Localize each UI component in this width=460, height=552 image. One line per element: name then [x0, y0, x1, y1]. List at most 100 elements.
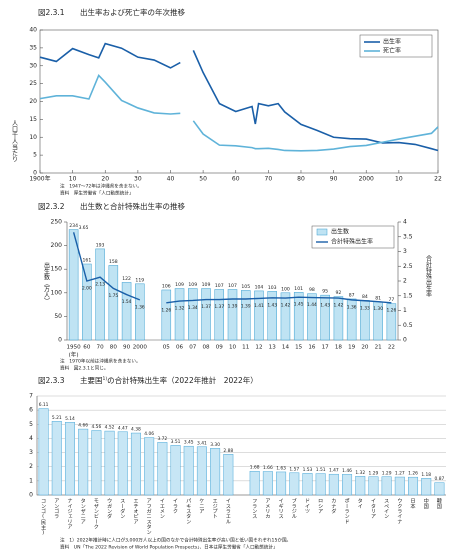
bar — [302, 473, 313, 496]
bar — [368, 476, 379, 496]
x-tick-label: 2000 — [133, 345, 148, 351]
x-tick-label: 17 — [322, 345, 330, 351]
x-tick-label: 09 — [216, 345, 224, 351]
rate-line — [72, 232, 392, 304]
bar — [196, 446, 207, 496]
bar-value-label: 81 — [375, 295, 381, 301]
x-tick-label: 08 — [202, 345, 210, 351]
figure-number: 図2.3.1 — [38, 8, 65, 17]
note: 資料 図2.3.1と同じ。 — [60, 365, 108, 372]
bar-value-label: 92 — [335, 290, 341, 296]
legend-swatch — [316, 228, 328, 236]
y-axis-label: 人口千人当たり — [11, 120, 18, 162]
y-tick-label: 1 — [29, 477, 33, 484]
y2-tick-label: 2 — [403, 278, 407, 285]
rate-value-label: 1.26 — [386, 307, 396, 313]
bar-value-label: 109 — [175, 282, 184, 288]
bar-value-label: 3.72 — [157, 436, 167, 442]
bar — [320, 294, 330, 341]
bar-value-label: 122 — [122, 276, 131, 282]
x-tick-label: カナダ — [330, 498, 336, 515]
bar — [210, 448, 221, 496]
y-tick-label: 3 — [29, 449, 33, 456]
x-tick-label: 1900年 — [29, 175, 50, 183]
x-tick-label: 22 — [388, 345, 395, 351]
x-tick-label: イスラエル — [225, 498, 231, 524]
x-tick-label: パキスタン — [185, 498, 191, 524]
note: 注 1970年以前は沖縄県を含まない。 — [60, 358, 141, 365]
rate-value-label: 1.39 — [228, 303, 238, 309]
x-tick-label: スーダン — [119, 498, 125, 519]
bar-value-label: 1.32 — [355, 470, 365, 476]
x-tick-label: 1950 — [66, 345, 81, 351]
bar — [82, 263, 92, 341]
x-tick-label: ウクライナ — [396, 498, 402, 525]
y2-tick-label: 1.5 — [403, 292, 413, 299]
y-tick-label: 2 — [29, 463, 33, 470]
x-tick-label: 19 — [348, 345, 356, 351]
legend-label: 出生率 — [383, 38, 401, 46]
rate-value-label: 1.41 — [254, 303, 264, 309]
y-tick-label: 35 — [29, 44, 37, 51]
bar-value-label: 1.29 — [382, 470, 392, 476]
x-tick-label: 10 — [395, 176, 403, 183]
bar — [381, 476, 392, 496]
title-part: の合計特殊出生率（2022年推計 2022年） — [107, 375, 258, 385]
bar-value-label: 2.88 — [223, 448, 233, 454]
bar-value-label: 6.11 — [39, 402, 49, 408]
y-tick-label: 150 — [51, 266, 63, 273]
bar — [144, 437, 155, 496]
figure-number: 図2.3.2 — [38, 202, 65, 211]
bar — [188, 288, 198, 341]
bar — [223, 454, 234, 496]
rate-value-label: 1.32 — [175, 306, 185, 312]
bar-value-label: 1.68 — [250, 465, 260, 471]
bar-value-label: 1.51 — [316, 467, 326, 473]
bar-value-label: 95 — [322, 289, 328, 295]
x-tick-label: ナイジェリア — [66, 498, 72, 530]
bar-value-label: 107 — [215, 283, 224, 289]
bar-value-label: 1.57 — [289, 466, 299, 472]
x-tick-label: ブラジル — [291, 497, 297, 519]
note: 注 1）2022年推計時に人口が3,000万人以上の国のなかで合計特殊出生率が高… — [60, 537, 291, 544]
bar — [276, 471, 287, 496]
y-tick-label: 0 — [29, 492, 33, 499]
bar-value-label: 3.45 — [184, 440, 194, 446]
y-tick-label: 10 — [29, 134, 37, 141]
bar — [346, 298, 357, 341]
bar — [240, 290, 251, 341]
x-tick-label: 12 — [255, 345, 262, 351]
rate-value-label: 2.00 — [82, 286, 92, 292]
chart-title: 出生数と合計特殊出生率の推移 — [80, 201, 185, 211]
bar-value-label: 77 — [388, 297, 394, 303]
bar — [394, 476, 405, 496]
x-tick-label: 21 — [375, 345, 383, 351]
x-tick-label: 80 — [110, 345, 118, 351]
x-tick-label: 60 — [232, 176, 240, 183]
bar-value-label: 109 — [202, 282, 211, 288]
x-tick-label: イラク — [172, 498, 178, 514]
bar-value-label: 4.52 — [105, 425, 115, 431]
x-tick-label: 18 — [335, 345, 343, 351]
bar — [333, 296, 344, 341]
y2-tick-label: 3 — [403, 248, 407, 255]
bar-value-label: 100 — [281, 286, 290, 292]
chart-title: 主要国1)の合計特殊出生率（2022年推計 2022年） — [80, 375, 258, 385]
x-tick-label: イタリア — [370, 498, 376, 519]
rate-value-label: 1.26 — [161, 307, 171, 313]
rate-value-label: 1.37 — [201, 304, 211, 310]
rate-value-label: 1.75 — [108, 293, 118, 299]
x-tick-label: 20 — [101, 176, 109, 183]
x-tick-label: 80 — [297, 176, 305, 183]
x-tick-label: ケニア — [198, 498, 204, 514]
bar — [328, 473, 339, 496]
rate-value-label: 2.13 — [95, 282, 105, 288]
bar — [121, 282, 132, 341]
x-tick-label: 日本 — [410, 498, 416, 510]
x-tick-label: エジプト — [212, 498, 218, 520]
rate-value-label: 1.44 — [307, 302, 317, 308]
x-tick-label: ウガンダ — [106, 498, 112, 521]
bar-value-label: 193 — [96, 242, 105, 248]
series-line — [39, 42, 439, 152]
